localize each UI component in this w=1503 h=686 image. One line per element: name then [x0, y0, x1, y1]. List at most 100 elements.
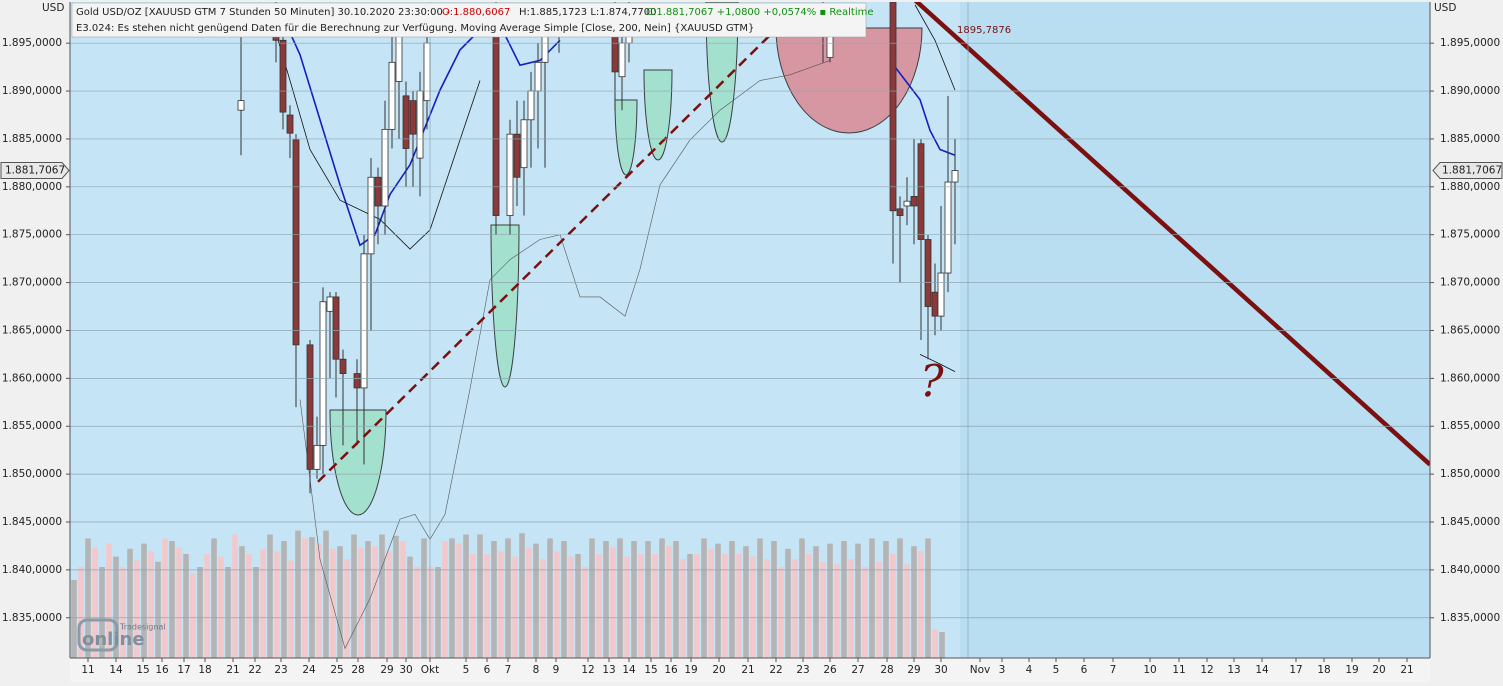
volume-bar — [715, 543, 721, 658]
logo: Tradesignal online — [77, 618, 166, 652]
volume-bar — [442, 541, 448, 658]
candle-body — [279, 39, 287, 113]
volume-bar — [239, 546, 245, 658]
volume-bar — [225, 567, 231, 658]
y-tick-label: 1.885,0000 — [1440, 133, 1500, 145]
y-tick-label: 1.865,0000 — [2, 324, 62, 336]
y-tick-label: 1.870,0000 — [2, 277, 62, 289]
volume-bar — [582, 567, 588, 658]
candle-body — [541, 33, 549, 63]
x-tick-label: 22 — [248, 664, 261, 676]
volume-bar — [134, 560, 140, 658]
volume-bar — [99, 567, 105, 658]
volume-bar — [533, 543, 539, 658]
volume-bar — [771, 541, 777, 658]
candle-body — [937, 272, 945, 317]
plot-layer — [71, 2, 1430, 658]
y-tick-label: 1.860,0000 — [1440, 372, 1500, 384]
y-tick-label: 1.850,0000 — [1440, 468, 1500, 480]
x-tick-label: 21 — [741, 664, 754, 676]
volume-bar — [855, 543, 861, 658]
volume-bar — [127, 548, 133, 658]
y-tick-label: 1.890,0000 — [1440, 85, 1500, 97]
x-tick-label: 23 — [796, 664, 809, 676]
candle-body — [409, 100, 417, 135]
volume-bar — [764, 559, 770, 658]
volume-bar — [428, 567, 434, 658]
y-tick-label: 1.865,0000 — [1440, 324, 1500, 336]
x-tick-label: Okt — [421, 664, 439, 676]
candle-body — [237, 100, 245, 111]
header: Gold USD/OZ [XAUUSD GTM 7 Stunden 50 Min… — [76, 7, 874, 34]
y-tick-label: 1.840,0000 — [2, 564, 62, 576]
x-tick-label: 15 — [136, 664, 149, 676]
volume-bar — [596, 554, 602, 658]
volume-bar — [561, 541, 567, 658]
candle-body — [339, 358, 347, 374]
y-tick-label: 1.860,0000 — [2, 372, 62, 384]
x-tick-label: 13 — [1227, 664, 1240, 676]
indicator-line — [274, 4, 956, 373]
volume-bar — [498, 551, 504, 658]
x-tick-label: 21 — [1400, 664, 1413, 676]
x-axis-bg — [70, 658, 1430, 682]
logo-word: online — [82, 629, 145, 650]
x-tick-label: 26 — [823, 664, 837, 676]
x-tick-label: 30 — [399, 664, 412, 676]
x-tick-label: 29 — [380, 664, 393, 676]
volume-bar — [750, 556, 756, 658]
volume-bar — [603, 541, 609, 658]
logo-text: Tradesignal — [119, 623, 166, 632]
volume-bar — [302, 538, 308, 658]
volume-bar — [785, 548, 791, 658]
volume-bar — [379, 534, 385, 658]
candle-body — [313, 444, 321, 470]
volume-bar — [911, 546, 917, 658]
volume-bar — [841, 541, 847, 658]
shape — [775, 27, 923, 134]
volume-bar — [519, 533, 525, 658]
x-tick-label: 12 — [581, 664, 594, 676]
volume-bar — [834, 564, 840, 658]
x-tick-label: 14 — [109, 664, 123, 676]
y-tick-label: 1.855,0000 — [2, 420, 62, 432]
candle-body — [374, 176, 382, 207]
volume-bar — [687, 554, 693, 658]
volume-bar — [141, 543, 147, 658]
volume-bar — [148, 551, 154, 658]
candle-body — [416, 90, 424, 159]
volume-bar — [799, 538, 805, 658]
volume-bar — [869, 538, 875, 658]
header-high-low: H:1.885,1723 L:1.874,7700 — [519, 7, 657, 18]
candle-body — [381, 128, 389, 207]
candle-body — [326, 296, 334, 312]
volume-bar — [435, 567, 441, 658]
volume-bar — [92, 547, 98, 658]
volume-bar — [197, 567, 203, 658]
indicator-line — [299, 60, 831, 650]
volume-bar — [505, 538, 511, 658]
y-tick-label: 1.880,0000 — [1440, 181, 1500, 193]
volume-bar — [680, 559, 686, 658]
volume-bar — [638, 554, 644, 658]
x-tick-label: 28 — [351, 664, 364, 676]
y-tick-label: 1.870,0000 — [1440, 277, 1500, 289]
candle-body — [286, 114, 294, 134]
volume-bar — [575, 554, 581, 658]
volume-bar — [456, 543, 462, 658]
volume-bar — [169, 541, 175, 658]
x-tick-label: Nov — [970, 664, 991, 676]
volume-bar — [407, 556, 413, 658]
volume-bar — [358, 547, 364, 658]
candle-body — [910, 196, 918, 207]
shape — [329, 409, 387, 516]
volume-bar — [162, 538, 168, 658]
logo-mark — [77, 618, 119, 652]
x-tick-label: 13 — [602, 664, 615, 676]
volume-bar — [568, 556, 574, 658]
volume-bar — [309, 537, 315, 658]
volume-bar — [848, 559, 854, 658]
volume-bar — [736, 554, 742, 658]
candle-body — [506, 133, 514, 216]
x-tick-label: 23 — [274, 664, 287, 676]
